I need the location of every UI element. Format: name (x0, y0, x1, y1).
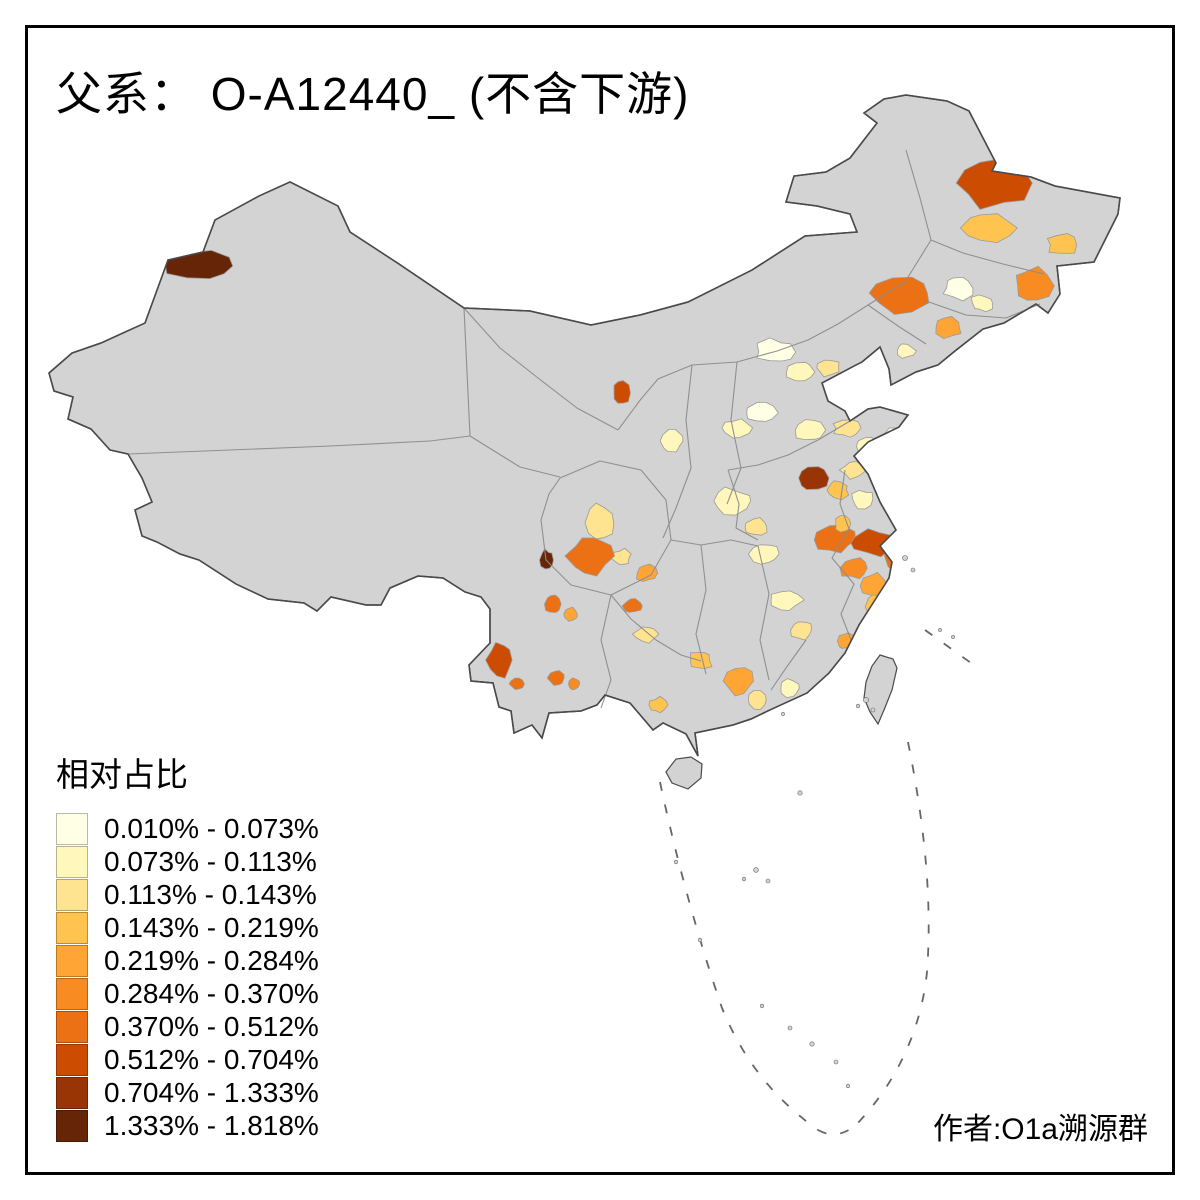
legend-item: 0.219% - 0.284% (56, 944, 319, 977)
prefecture-region (770, 590, 805, 611)
legend-range-label: 0.284% - 0.370% (104, 977, 319, 1009)
prefecture-region (959, 213, 1018, 244)
legend-title: 相对占比 (56, 756, 188, 793)
prefecture-region (942, 276, 974, 302)
prefecture-region (832, 419, 862, 438)
legend-range-label: 0.010% - 0.073% (104, 812, 319, 844)
prefecture-region (747, 544, 780, 565)
legend: 相对占比 0.010% - 0.073% 0.073% - 0.113% 0.113… (56, 748, 319, 1142)
national-outline-top (48, 94, 1121, 757)
prefecture-region (636, 563, 659, 582)
prefecture-region (785, 361, 816, 382)
prefecture-region (970, 294, 993, 313)
prefecture-region (935, 315, 962, 340)
prefecture-region (746, 401, 779, 422)
prefecture-region (508, 677, 525, 691)
legend-swatch (56, 1043, 88, 1076)
legend-swatch (56, 1076, 88, 1109)
mainland-outline (48, 94, 1121, 757)
prefecture-region (689, 652, 713, 669)
legend-range-label: 1.333% - 1.818% (104, 1109, 319, 1141)
prefecture-region (851, 489, 874, 510)
prefecture-region (744, 517, 768, 536)
prefecture-region (896, 343, 917, 359)
prefecture-region (794, 419, 827, 441)
prefecture-region (780, 678, 800, 699)
prefecture-region (756, 337, 797, 362)
prefecture-region (1015, 265, 1055, 301)
prefecture-region (838, 460, 868, 480)
legend-swatch (56, 845, 88, 878)
prefecture-region (798, 466, 830, 490)
prefecture-region (790, 621, 812, 641)
prefecture-region (613, 380, 631, 404)
prefecture-region (659, 429, 684, 453)
prefecture-region (747, 690, 767, 711)
prefecture-region (485, 641, 513, 679)
province-borders (127, 149, 1045, 709)
nine-dash-line (659, 629, 979, 1136)
legend-item: 0.370% - 0.512% (56, 1010, 319, 1043)
legend-swatch (56, 1109, 88, 1142)
prefecture-region (835, 515, 852, 533)
attribution-text: 作者:O1a溯源群 (932, 1113, 1148, 1146)
legend-rows: 0.010% - 0.073% 0.073% - 0.113% 0.113% - 0… (56, 812, 319, 1142)
legend-item: 0.010% - 0.073% (56, 812, 319, 845)
legend-item: 0.284% - 0.370% (56, 977, 319, 1010)
legend-item: 0.512% - 0.704% (56, 1043, 319, 1076)
prefecture-region (1046, 233, 1078, 254)
legend-range-label: 0.143% - 0.219% (104, 911, 319, 943)
prefecture-region (568, 677, 581, 691)
legend-swatch (56, 1010, 88, 1043)
page-title: 父系： O-A12440_ (不含下游) (56, 68, 690, 120)
prefecture-region (713, 486, 752, 516)
prefecture-region (159, 249, 234, 280)
taiwan-island (863, 654, 898, 726)
legend-range-label: 0.219% - 0.284% (104, 944, 319, 976)
legend-swatch (56, 911, 88, 944)
legend-range-label: 0.370% - 0.512% (104, 1010, 319, 1042)
legend-item: 1.333% - 1.818% (56, 1109, 319, 1142)
legend-range-label: 0.512% - 0.704% (104, 1043, 319, 1075)
prefecture-region (816, 359, 840, 378)
prefecture-region (621, 598, 643, 613)
prefecture-region (868, 276, 930, 315)
mainland-outline (48, 94, 1121, 757)
legend-item: 0.073% - 0.113% (56, 845, 319, 878)
legend-swatch (56, 812, 88, 845)
legend-range-label: 0.704% - 1.333% (104, 1076, 319, 1108)
legend-range-label: 0.113% - 0.143% (104, 878, 317, 910)
legend-item: 0.113% - 0.143% (56, 878, 319, 911)
prefecture-region (564, 537, 615, 577)
hainan-island (665, 756, 703, 790)
legend-range-label: 0.073% - 0.113% (104, 845, 317, 877)
prefecture-region (722, 667, 754, 697)
map-frame (25, 25, 1175, 1175)
legend-swatch (56, 977, 88, 1010)
south-china-sea-islands (673, 555, 955, 1089)
prefecture-region (546, 670, 565, 686)
prefecture-region (648, 695, 669, 714)
prefecture-region (563, 606, 578, 622)
prefecture-region (584, 502, 615, 540)
prefecture-region (544, 594, 562, 613)
legend-item: 0.704% - 1.333% (56, 1076, 319, 1109)
prefecture-region (631, 626, 660, 644)
legend-item: 0.143% - 0.219% (56, 911, 319, 944)
legend-swatch (56, 944, 88, 977)
legend-swatch (56, 878, 88, 911)
prefecture-region (721, 418, 754, 439)
